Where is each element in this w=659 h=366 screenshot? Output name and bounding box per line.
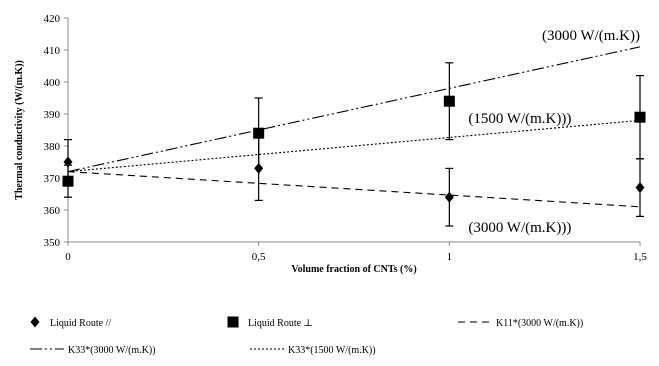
diamond-marker: [444, 191, 454, 203]
x-tick-label: 1: [447, 251, 453, 263]
y-tick-label: 390: [44, 109, 61, 121]
legend-label: Liquid Route ⊥: [248, 318, 313, 329]
square-marker: [634, 111, 646, 123]
square-marker: [227, 316, 239, 328]
series-line: [67, 119, 641, 173]
series-line: [67, 171, 641, 208]
y-tick-label: 370: [44, 173, 61, 185]
y-tick-label: 380: [44, 141, 61, 153]
diamond-marker: [254, 162, 264, 174]
square-marker: [253, 127, 265, 139]
axes: 350 360 370 380 390 400 410 420 0 0,5 1 1,5 Volume f…: [14, 13, 647, 275]
y-axis-label: Thermal conductivity (W/(m.K)): [14, 60, 25, 200]
series-line: [67, 46, 641, 173]
diamond-marker: [63, 156, 73, 168]
square-marker: [443, 95, 455, 107]
legend-label: K33*(1500 W/(m.K)): [288, 345, 376, 356]
annotation-label: (3000 W/(m.K))): [468, 220, 571, 236]
diamond-marker: [635, 182, 645, 194]
x-axis-label: Volume fraction of CNTs (%): [291, 264, 416, 275]
square-marker: [62, 175, 74, 187]
error-bars: [64, 62, 644, 227]
y-tick-label: 420: [44, 13, 61, 25]
x-tick-label: 0,5: [252, 251, 266, 263]
x-tick-label: 0: [65, 251, 71, 263]
annotations: (3000 W/(m.K)) (1500 W/(m.K))) (3000 W/(m.…: [468, 28, 640, 236]
y-tick-label: 350: [44, 237, 61, 249]
diamond-marker: [30, 316, 40, 328]
x-tick-label: 1,5: [633, 251, 647, 263]
y-tick-label: 400: [44, 77, 61, 89]
data-markers: [62, 95, 646, 203]
annotation-label: (3000 W/(m.K)): [542, 28, 640, 44]
legend: Liquid Route // Liquid Route ⊥ K11*(3000 W…: [30, 316, 583, 356]
annotation-label: (1500 W/(m.K))): [468, 111, 571, 127]
legend-label: Liquid Route //: [50, 318, 111, 329]
y-tick-label: 410: [44, 45, 61, 57]
legend-label: K11*(3000 W/(m.K)): [496, 318, 583, 329]
y-tick-label: 360: [44, 205, 61, 217]
legend-label: K33*(3000 W/(m.K)): [68, 345, 156, 356]
